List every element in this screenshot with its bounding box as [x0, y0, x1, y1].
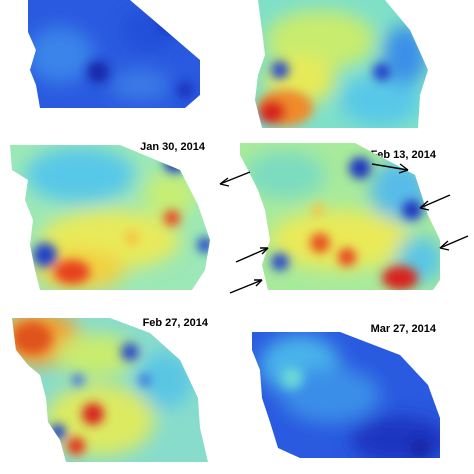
map-panel-2 — [255, 0, 428, 128]
map-panel-5: Feb 27, 2014 — [12, 317, 209, 462]
map-panel-1 — [28, 0, 200, 108]
map-panel-4: Feb 13, 2014 — [219, 143, 469, 294]
panel-5-date-label: Feb 27, 2014 — [143, 317, 209, 329]
map-panel-3: Jan 30, 2014 — [10, 141, 210, 290]
panel-4-date-label: Feb 13, 2014 — [371, 149, 437, 161]
panel-3-date-label: Jan 30, 2014 — [140, 141, 206, 153]
panel-6-date-label: Mar 27, 2014 — [371, 323, 437, 335]
map-panel-6: Mar 27, 2014 — [252, 323, 440, 458]
annotation-arrows — [219, 163, 469, 294]
